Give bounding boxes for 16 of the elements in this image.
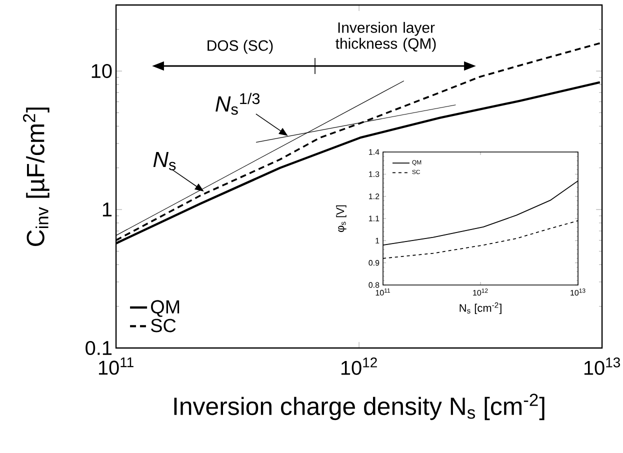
y-tick-label: 10 xyxy=(92,64,112,78)
legend-label: SC xyxy=(150,318,176,332)
x-tick-label: 10$^{12}$ xyxy=(341,357,377,375)
x-tick-label: 10$^{13}$ xyxy=(584,357,620,375)
annotation: N$_{s}$1/3 xyxy=(216,92,260,115)
x-axis-title: N$_{s}$ [cm$^{-2}$] xyxy=(460,302,502,314)
annotation: Inversion layer thickness (QM) xyxy=(336,22,436,52)
annotation: DOS (SC) xyxy=(208,40,273,54)
y-tick-label: 0.1 xyxy=(86,340,112,356)
annotation: N$_{s}$ xyxy=(153,152,176,170)
y-axis-title: φ$_{s}$ [V] xyxy=(336,205,346,232)
y-tick-label: 1 xyxy=(102,202,112,216)
x-tick-label: 10$^{11}$ xyxy=(98,358,134,375)
x-axis-title: Inversion charge density N$_{s}$ [cm$^{-2}$] xyxy=(174,394,544,420)
y-axis-title: C$_{inv}$ [µF/cm$^{2}$] xyxy=(22,108,50,246)
legend-label: QM xyxy=(151,300,180,317)
